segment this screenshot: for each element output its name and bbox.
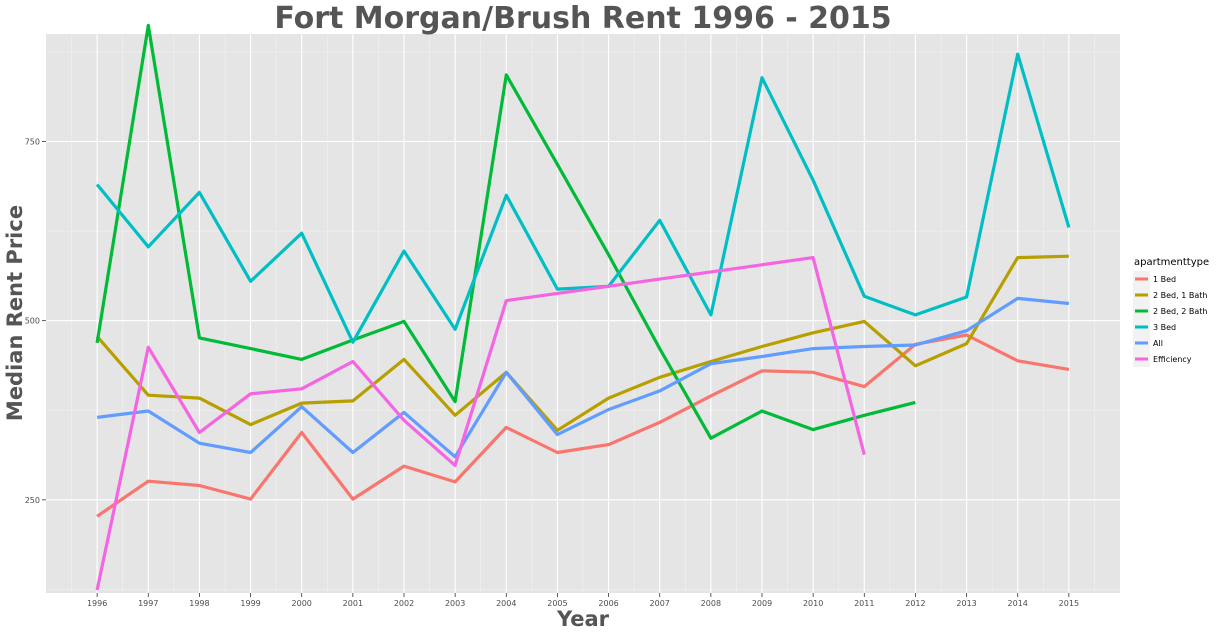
chart-title: Fort Morgan/Brush Rent 1996 - 2015 bbox=[274, 1, 891, 36]
legend-item-efficiency: Efficiency bbox=[1133, 351, 1192, 367]
legend-item-3-bed: 3 Bed bbox=[1133, 319, 1176, 335]
x-axis-title: Year bbox=[556, 607, 610, 631]
x-tick-label: 1996 bbox=[87, 599, 107, 608]
legend-label: All bbox=[1153, 339, 1163, 348]
series-line-3-bed bbox=[95, 52, 1071, 344]
y-tick-label: 500 bbox=[25, 317, 40, 326]
y-axis-title: Median Rent Price bbox=[3, 205, 27, 421]
legend-label: Efficiency bbox=[1153, 355, 1192, 364]
legend-title: apartmenttype bbox=[1134, 257, 1209, 268]
x-tick-label: 2003 bbox=[445, 599, 465, 608]
legend-item-2-bed-1-bath: 2 Bed, 1 Bath bbox=[1133, 287, 1207, 303]
y-axis: 250 500 750 bbox=[25, 138, 46, 505]
x-tick-label: 2012 bbox=[905, 599, 925, 608]
x-tick-label: 2001 bbox=[343, 599, 363, 608]
x-tick-label: 2000 bbox=[292, 599, 312, 608]
x-tick-label: 2004 bbox=[496, 599, 516, 608]
series-line-1-bed bbox=[96, 333, 1070, 518]
x-tick-label: 2014 bbox=[1008, 599, 1028, 608]
x-tick-label: 2007 bbox=[650, 599, 670, 608]
x-tick-label: 2006 bbox=[598, 599, 618, 608]
legend-item-all: All bbox=[1133, 335, 1163, 351]
y-tick-label: 750 bbox=[25, 138, 40, 147]
x-tick-label: 1999 bbox=[240, 599, 260, 608]
x-axis: 1996 1997 1998 1999 2000 2001 2002 2003 2004 2005… bbox=[87, 593, 1079, 608]
grid bbox=[46, 34, 1120, 593]
series-line-all bbox=[96, 296, 1070, 459]
series-line-2-bed-2-bath bbox=[95, 23, 916, 440]
legend-label: 2 Bed, 1 Bath bbox=[1153, 291, 1207, 300]
x-tick-label: 1997 bbox=[138, 599, 158, 608]
x-tick-label: 2008 bbox=[701, 599, 721, 608]
legend-label: 2 Bed, 2 Bath bbox=[1153, 307, 1207, 316]
legend-label: 3 Bed bbox=[1153, 323, 1176, 332]
legend-label: 1 Bed bbox=[1153, 275, 1176, 284]
legend: apartmenttype 1 Bed 2 Bed, 1 Bath 2 Bed, 2… bbox=[1133, 257, 1209, 367]
series-layer bbox=[95, 23, 1071, 591]
x-tick-label: 2015 bbox=[1059, 599, 1079, 608]
x-tick-label: 1998 bbox=[189, 599, 209, 608]
x-tick-label: 2005 bbox=[547, 599, 567, 608]
x-tick-label: 2011 bbox=[854, 599, 874, 608]
legend-item-1-bed: 1 Bed bbox=[1133, 271, 1176, 287]
y-tick-label: 250 bbox=[25, 496, 40, 505]
x-tick-label: 2010 bbox=[803, 599, 823, 608]
series-line-efficiency bbox=[95, 256, 866, 591]
x-tick-label: 2009 bbox=[752, 599, 772, 608]
x-tick-label: 2002 bbox=[394, 599, 414, 608]
series-line-2-bed-1-bath bbox=[95, 254, 1069, 432]
legend-item-2-bed-2-bath: 2 Bed, 2 Bath bbox=[1133, 303, 1207, 319]
x-tick-label: 2013 bbox=[956, 599, 976, 608]
